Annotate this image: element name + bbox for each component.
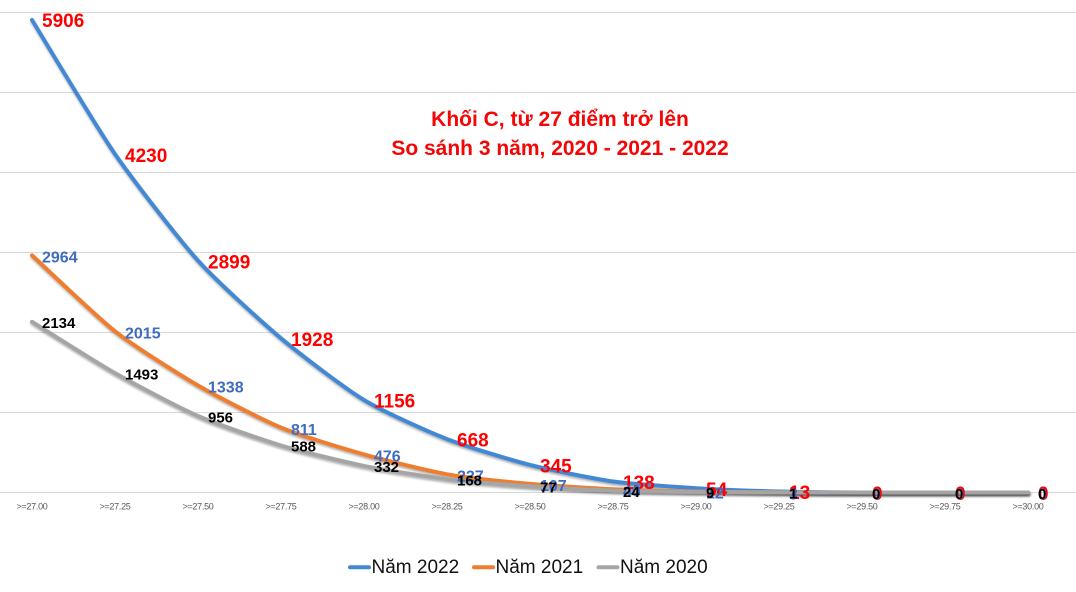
svg-text:>=28.50: >=28.50 [514,501,545,511]
svg-text:1156: 1156 [374,392,415,413]
svg-text:2899: 2899 [208,252,250,273]
svg-text:0: 0 [955,484,966,505]
svg-text:9: 9 [706,485,714,502]
svg-text:Năm 2020: Năm 2020 [620,557,708,578]
svg-text:1: 1 [789,486,797,503]
svg-text:345: 345 [540,457,572,478]
svg-text:>=27.25: >=27.25 [99,501,130,511]
svg-text:0: 0 [955,487,964,504]
svg-text:0: 0 [1038,486,1046,503]
svg-text:13: 13 [789,483,810,504]
svg-text:4230: 4230 [125,146,167,167]
svg-text:811: 811 [291,422,317,439]
svg-text:5906: 5906 [42,11,84,32]
svg-text:>=29.25: >=29.25 [763,501,794,511]
svg-text:>=29.75: >=29.75 [929,501,960,511]
svg-text:77: 77 [540,480,557,497]
svg-text:2134: 2134 [42,315,76,332]
svg-text:476: 476 [374,449,401,466]
svg-text:40: 40 [623,483,641,500]
svg-text:1928: 1928 [291,330,333,351]
svg-text:0: 0 [1038,484,1049,505]
svg-text:So sánh 3 năm, 2020 - 2021 - 2: So sánh 3 năm, 2020 - 2021 - 2022 [391,137,728,160]
svg-text:168: 168 [457,472,482,489]
svg-text:668: 668 [457,431,489,452]
svg-text:0: 0 [872,486,880,503]
svg-text:1338: 1338 [208,380,244,397]
svg-text:588: 588 [291,439,316,456]
svg-text:0: 0 [955,486,963,503]
svg-text:1493: 1493 [125,366,158,383]
svg-text:>=29.50: >=29.50 [846,501,877,511]
svg-text:Khối C, từ 27 điểm trở lên: Khối C, từ 27 điểm trở lên [431,108,689,131]
svg-text:Năm 2022: Năm 2022 [372,557,460,578]
svg-text:3: 3 [789,486,798,503]
svg-text:956: 956 [208,409,233,426]
svg-text:332: 332 [374,459,399,476]
svg-text:>=27.75: >=27.75 [265,501,296,511]
svg-text:0: 0 [872,484,883,505]
svg-text:>=28.25: >=28.25 [431,501,462,511]
svg-text:54: 54 [706,480,728,501]
svg-text:107: 107 [540,478,567,495]
svg-text:138: 138 [623,473,655,494]
svg-text:0: 0 [1038,487,1047,504]
svg-text:>=28.75: >=28.75 [597,501,628,511]
svg-text:12: 12 [706,486,724,503]
svg-text:227: 227 [457,469,484,486]
svg-text:>=29.00: >=29.00 [680,501,711,511]
svg-text:>=27.50: >=27.50 [182,501,213,511]
svg-text:2015: 2015 [125,325,161,342]
svg-text:0: 0 [872,487,881,504]
svg-text:24: 24 [623,484,640,501]
svg-text:>=28.00: >=28.00 [348,501,379,511]
svg-text:>=27.00: >=27.00 [16,501,47,511]
svg-text:>=30.00: >=30.00 [1012,501,1043,511]
svg-text:2964: 2964 [42,250,78,267]
svg-text:Năm 2021: Năm 2021 [496,557,584,578]
